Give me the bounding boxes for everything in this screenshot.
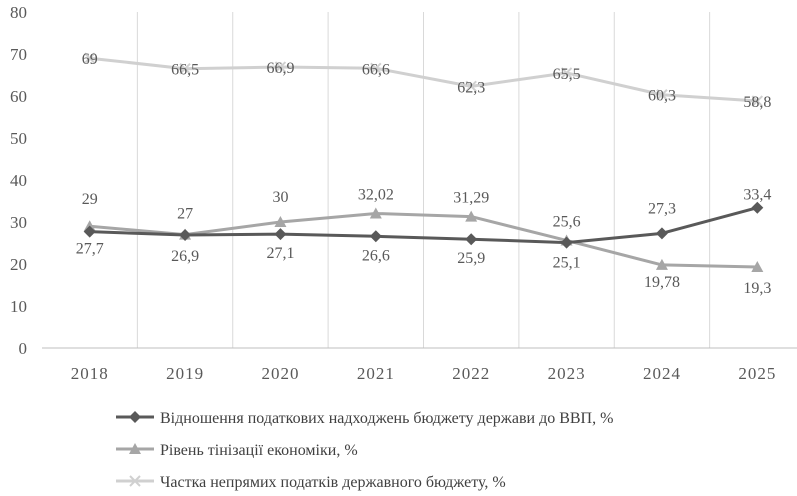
diamond-marker xyxy=(179,229,192,242)
x-marker xyxy=(129,475,141,487)
y-tick-label: 30 xyxy=(10,213,27,232)
x-marker xyxy=(274,61,287,73)
triangle-marker xyxy=(465,210,478,222)
data-label: 33,4 xyxy=(743,187,771,204)
x-marker xyxy=(751,95,764,107)
data-label: 27,1 xyxy=(266,245,294,262)
data-label: 19,78 xyxy=(644,274,680,291)
y-tick-label: 20 xyxy=(10,255,27,274)
data-label: 19,3 xyxy=(743,280,771,297)
data-label: 66,5 xyxy=(171,62,199,79)
data-label: 62,3 xyxy=(457,79,485,96)
x-tick-label: 2020 xyxy=(261,364,299,383)
y-tick-label: 60 xyxy=(10,87,27,106)
x-marker xyxy=(83,52,96,64)
x-marker xyxy=(656,89,668,101)
data-label: 25,6 xyxy=(553,213,581,230)
y-tick-label: 10 xyxy=(10,297,27,316)
series-line xyxy=(89,56,758,103)
diamond-marker xyxy=(560,236,573,249)
x-tick-label: 2024 xyxy=(643,364,681,383)
data-label: 26,9 xyxy=(171,248,199,265)
diamond-marker xyxy=(465,233,478,246)
data-label: 27 xyxy=(177,206,193,223)
x-tick-label: 2021 xyxy=(357,364,395,383)
diamond-marker xyxy=(83,225,96,238)
legend-label: Частка непрямих податків державного бюдж… xyxy=(160,474,506,491)
data-label: 66,6 xyxy=(362,61,390,78)
series-line xyxy=(89,206,758,245)
triangle-marker xyxy=(274,216,287,227)
triangle-marker xyxy=(129,443,141,454)
data-label: 31,29 xyxy=(453,190,489,207)
x-marker xyxy=(179,62,191,75)
data-label: 26,6 xyxy=(362,247,390,264)
axes: 0 10 20 30 40 50 60 70 80 2018 2019 2020 2021 2022 202… xyxy=(10,3,797,383)
y-tick-label: 40 xyxy=(10,171,27,190)
x-marker xyxy=(370,62,382,74)
legend: Відношення податкових надходжень бюджету… xyxy=(116,410,613,491)
data-label: 60,3 xyxy=(648,88,676,105)
legend-label: Рівень тінізації економіки, % xyxy=(160,442,358,459)
series-line xyxy=(89,212,758,269)
diamond-marker xyxy=(274,228,287,241)
y-tick-label: 50 xyxy=(10,129,27,148)
triangle-marker xyxy=(655,258,668,270)
legend-label: Відношення податкових надходжень бюджету… xyxy=(160,410,613,427)
diamond-marker xyxy=(369,230,382,243)
x-marker xyxy=(465,80,477,93)
data-label: 66,9 xyxy=(266,60,294,77)
data-labels: 27,7 26,9 27,1 26,6 25,9 25,1 27,3 33,4 29 27 30 32… xyxy=(76,51,772,297)
data-label: 69 xyxy=(82,51,98,68)
data-label: 25,1 xyxy=(553,255,581,272)
x-marker xyxy=(560,67,573,79)
data-label: 65,5 xyxy=(553,66,581,83)
data-label: 58,8 xyxy=(743,94,771,111)
data-label: 29 xyxy=(82,191,98,208)
vertical-gridlines xyxy=(136,12,711,348)
y-tick-label: 80 xyxy=(10,3,27,22)
y-tick-label: 70 xyxy=(10,45,27,64)
data-label: 32,02 xyxy=(358,187,394,204)
x-tick-label: 2018 xyxy=(71,364,109,383)
data-label: 27,3 xyxy=(648,200,676,217)
x-tick-label: 2023 xyxy=(548,364,586,383)
y-tick-label: 0 xyxy=(19,339,28,358)
x-tick-label: 2019 xyxy=(166,364,204,383)
x-tick-label: 2022 xyxy=(452,364,490,383)
data-label: 30 xyxy=(272,189,288,206)
series-lines xyxy=(83,52,764,272)
data-label: 25,9 xyxy=(457,250,485,267)
data-label: 27,7 xyxy=(76,241,104,258)
triangle-marker xyxy=(369,207,382,219)
triangle-marker xyxy=(751,260,764,272)
diamond-marker xyxy=(129,411,141,423)
x-tick-label: 2025 xyxy=(738,364,776,383)
diamond-marker xyxy=(655,227,668,240)
diamond-marker xyxy=(751,201,764,214)
